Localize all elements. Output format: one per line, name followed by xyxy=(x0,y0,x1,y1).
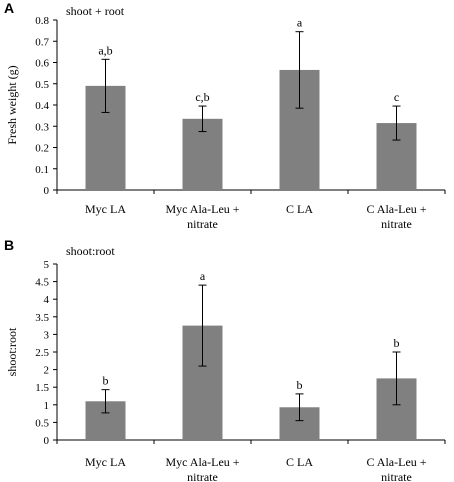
panel-a-category-label-2: Myc Ala-Leu + xyxy=(165,202,239,216)
panel-a-y-tick-label: 0.1 xyxy=(35,164,49,176)
panel-b-y-tick-label: 1 xyxy=(44,400,50,412)
panel-b-y-tick-label: 3 xyxy=(44,329,50,341)
panel-b-y-tick-label: 4.5 xyxy=(35,277,49,289)
panel-a-y-tick-label: 0.2 xyxy=(35,143,49,155)
panel-a-significance-4: c xyxy=(394,90,399,104)
panel-a-category-label-4: nitrate xyxy=(381,217,412,231)
panel-b-y-tick-label: 3.5 xyxy=(35,312,49,324)
panel-a-category-label-3: C LA xyxy=(286,202,313,216)
panel-b-y-tick-label: 1.5 xyxy=(35,382,49,394)
panel-b-y-tick-label: 2.5 xyxy=(35,347,49,359)
panel-a-y-tick-label: 0.4 xyxy=(35,100,49,112)
panel-a-label: A xyxy=(4,0,14,16)
panel-a-category-label-2: nitrate xyxy=(187,217,218,231)
panel-b-category-label-2: nitrate xyxy=(187,470,218,482)
panel-b-significance-4: b xyxy=(394,336,400,350)
panel-a-y-axis-label: Fresh weight (g) xyxy=(5,65,19,144)
panel-b-label: B xyxy=(4,237,14,253)
panel-a-y-tick-label: 0.7 xyxy=(35,36,49,48)
panel-a-category-label-1: Myc LA xyxy=(85,202,126,216)
panel-a-title: shoot + root xyxy=(66,4,125,18)
panel-b-significance-1: b xyxy=(103,374,109,388)
panel-a-y-tick-label: 0.6 xyxy=(35,58,49,70)
panel-a-significance-2: c,b xyxy=(195,90,209,104)
panel-b-significance-2: a xyxy=(200,269,206,283)
panel-b-category-label-2: Myc Ala-Leu + xyxy=(165,455,239,469)
panel-a-significance-3: a xyxy=(297,16,303,30)
panel-b-y-tick-label: 5 xyxy=(44,259,50,271)
panel-a-y-tick-label: 0.5 xyxy=(35,79,49,91)
panel-b-y-tick-label: 0.5 xyxy=(35,417,49,429)
panel-b-y-tick-label: 0 xyxy=(44,435,50,447)
panel-b-title: shoot:root xyxy=(66,244,115,258)
panel-a-y-tick-label: 0.8 xyxy=(35,15,49,27)
panel-a-y-tick-label: 0.3 xyxy=(35,121,49,133)
panel-b-y-tick-label: 4 xyxy=(44,294,50,306)
panel-a-y-tick-label: 0 xyxy=(44,185,50,197)
panel-b-significance-3: b xyxy=(297,378,303,392)
panel-b-category-label-4: nitrate xyxy=(381,470,412,482)
panel-b-y-tick-label: 2 xyxy=(44,365,50,377)
panel-b-category-label-3: C LA xyxy=(286,455,313,469)
panel-b-y-axis-label: shoot:root xyxy=(5,327,19,376)
panel-b-category-label-4: C Ala-Leu + xyxy=(366,455,426,469)
panel-a-category-label-4: C Ala-Leu + xyxy=(366,202,426,216)
panel-b-category-label-1: Myc LA xyxy=(85,455,126,469)
panel-a-significance-1: a,b xyxy=(98,43,112,57)
